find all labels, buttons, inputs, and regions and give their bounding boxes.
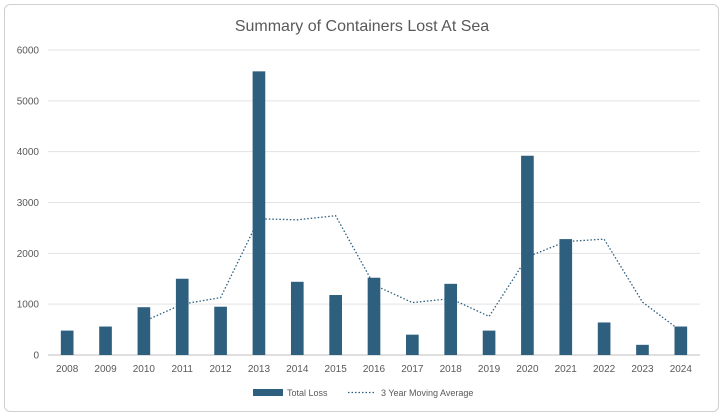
bar [636,344,649,355]
y-tick-label: 5000 [17,96,40,107]
x-tick-label: 2014 [286,364,309,375]
bar [559,239,573,355]
bar [175,278,189,355]
y-tick-label: 1000 [17,300,40,311]
bar [482,330,496,355]
legend-label-moving-average: 3 Year Moving Average [381,388,473,398]
y-tick-label: 0 [33,351,39,362]
bar [290,281,304,355]
x-tick-label: 2019 [478,364,501,375]
legend-swatch-total-loss [253,389,283,396]
x-tick-label: 2024 [670,364,693,375]
bar [99,326,112,355]
bar [252,71,266,355]
x-tick-label: 2015 [325,364,348,375]
bar [674,326,688,355]
x-tick-label: 2013 [248,364,271,375]
x-tick-label: 2012 [209,364,232,375]
x-tick-label: 2011 [171,364,193,375]
x-tick-label: 2021 [555,364,578,375]
bar [214,306,227,355]
x-tick-label: 2023 [631,364,654,375]
bar [137,307,151,355]
y-axis: 0 1000 2000 3000 4000 5000 6000 [17,46,40,362]
gridlines [48,49,700,356]
x-tick-label: 2008 [56,364,79,375]
bar [329,295,342,355]
y-tick-label: 3000 [17,198,40,209]
bar [521,155,534,355]
bar [597,322,611,355]
bar [406,334,419,355]
x-tick-label: 2018 [440,364,463,375]
x-tick-label: 2017 [401,364,424,375]
y-tick-label: 2000 [17,249,40,260]
x-tick-label: 2010 [133,364,156,375]
chart-title: Summary of Containers Lost At Sea [235,18,489,35]
moving-average-line [143,215,682,332]
bar [60,330,74,355]
y-tick-label: 4000 [17,147,40,158]
bar [367,277,381,355]
bar-series [60,71,688,355]
legend-label-total-loss: Total Loss [287,388,328,398]
moving-average-series [143,215,682,332]
y-tick-label: 6000 [17,46,40,57]
x-tick-label: 2009 [94,364,117,375]
bar [444,283,458,355]
x-tick-label: 2020 [516,364,539,375]
legend: Total Loss 3 Year Moving Average [253,388,473,398]
x-axis: 2008 2009 2010 2011 2012 2013 2014 2015 2016 2017… [56,364,692,375]
x-tick-label: 2016 [363,364,386,375]
x-tick-label: 2022 [593,364,616,375]
